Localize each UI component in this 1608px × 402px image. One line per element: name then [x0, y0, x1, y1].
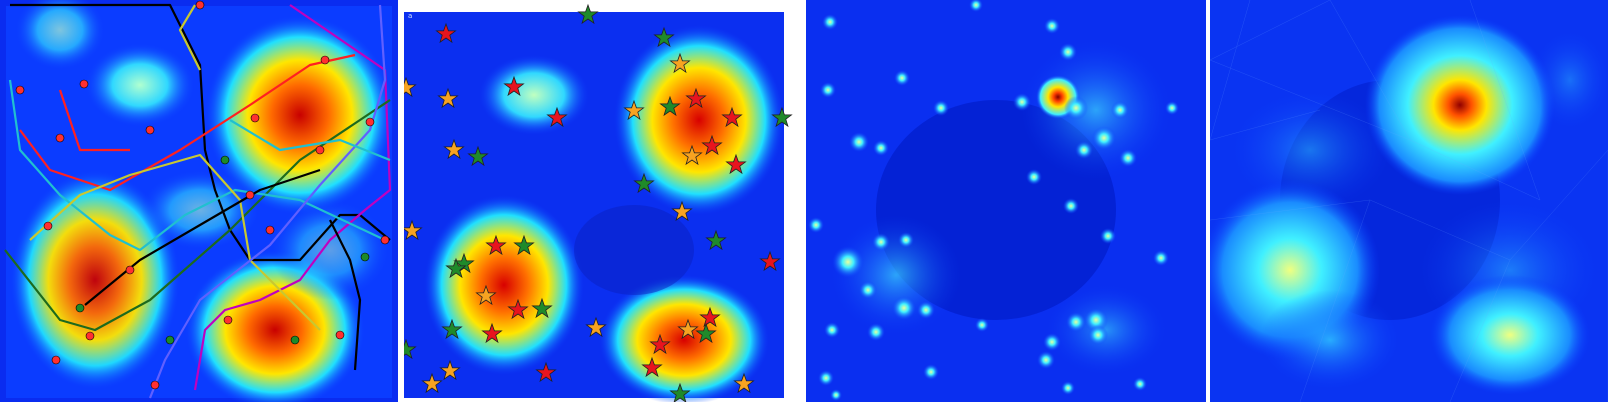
panel-transit-heatmap [0, 0, 398, 402]
density-points [808, 0, 1179, 401]
line-end-markers [15, 0, 390, 390]
point-density-svg [806, 0, 1206, 402]
transit-lines [4, 3, 392, 399]
panel-triangulated-density [1210, 0, 1608, 402]
transit-heatmap-svg [0, 0, 398, 402]
triangulated-density-svg [1210, 0, 1608, 402]
panel-point-density [806, 0, 1206, 402]
star-heatmap-svg: a [404, 0, 802, 402]
triangulation-edges [1210, 0, 1608, 402]
corner-label: a [408, 12, 412, 20]
panel-star-heatmap: a [404, 0, 802, 402]
